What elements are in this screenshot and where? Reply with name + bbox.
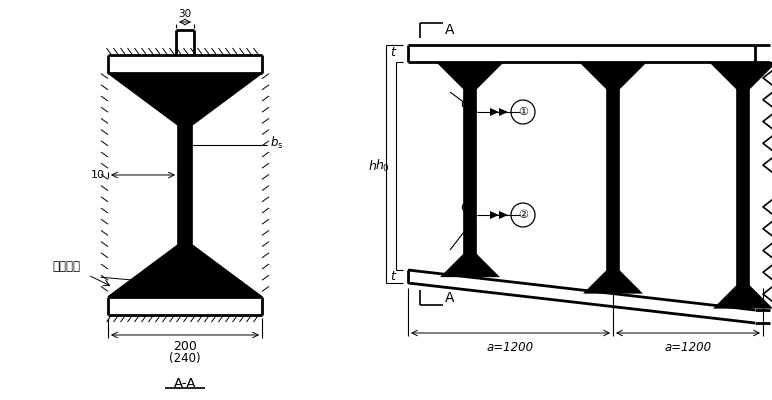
- Text: a=1200: a=1200: [486, 341, 533, 354]
- Polygon shape: [749, 285, 772, 309]
- Polygon shape: [108, 73, 178, 125]
- Text: t: t: [391, 46, 395, 60]
- Text: 10: 10: [91, 170, 105, 180]
- Text: 30: 30: [178, 9, 191, 19]
- Polygon shape: [440, 253, 464, 277]
- Text: (100): (100): [199, 273, 227, 283]
- Text: $b_\mathrm{s}$: $b_\mathrm{s}$: [270, 135, 283, 151]
- Polygon shape: [192, 73, 262, 125]
- Polygon shape: [713, 285, 737, 309]
- Text: 6: 6: [460, 100, 467, 110]
- Polygon shape: [476, 253, 500, 277]
- Text: 90: 90: [201, 260, 215, 270]
- Text: A: A: [445, 291, 455, 305]
- Text: 200: 200: [173, 340, 197, 353]
- Text: 刨平抵緊: 刨平抵緊: [52, 260, 80, 274]
- Polygon shape: [192, 245, 262, 297]
- Text: 6: 6: [460, 203, 467, 213]
- Polygon shape: [178, 73, 192, 297]
- Polygon shape: [464, 62, 476, 277]
- Polygon shape: [476, 62, 504, 90]
- Polygon shape: [619, 270, 643, 294]
- Text: t: t: [391, 270, 395, 282]
- Text: A-A: A-A: [174, 377, 196, 390]
- Polygon shape: [490, 211, 499, 219]
- Text: (240): (240): [169, 352, 201, 365]
- Text: h: h: [368, 160, 376, 172]
- Text: ①: ①: [518, 107, 528, 117]
- Text: ②: ②: [518, 210, 528, 220]
- Text: A: A: [445, 23, 455, 37]
- Text: $h_0$: $h_0$: [375, 158, 390, 174]
- Polygon shape: [579, 62, 607, 90]
- Polygon shape: [499, 108, 508, 116]
- Polygon shape: [709, 62, 737, 90]
- Polygon shape: [619, 62, 647, 90]
- Polygon shape: [749, 62, 772, 90]
- Text: a=1200: a=1200: [665, 341, 712, 354]
- Polygon shape: [108, 245, 178, 297]
- Polygon shape: [490, 108, 499, 116]
- Polygon shape: [607, 62, 619, 294]
- Polygon shape: [499, 211, 508, 219]
- Polygon shape: [737, 62, 749, 309]
- Polygon shape: [583, 270, 607, 294]
- Polygon shape: [436, 62, 464, 90]
- Text: 50: 50: [201, 92, 211, 106]
